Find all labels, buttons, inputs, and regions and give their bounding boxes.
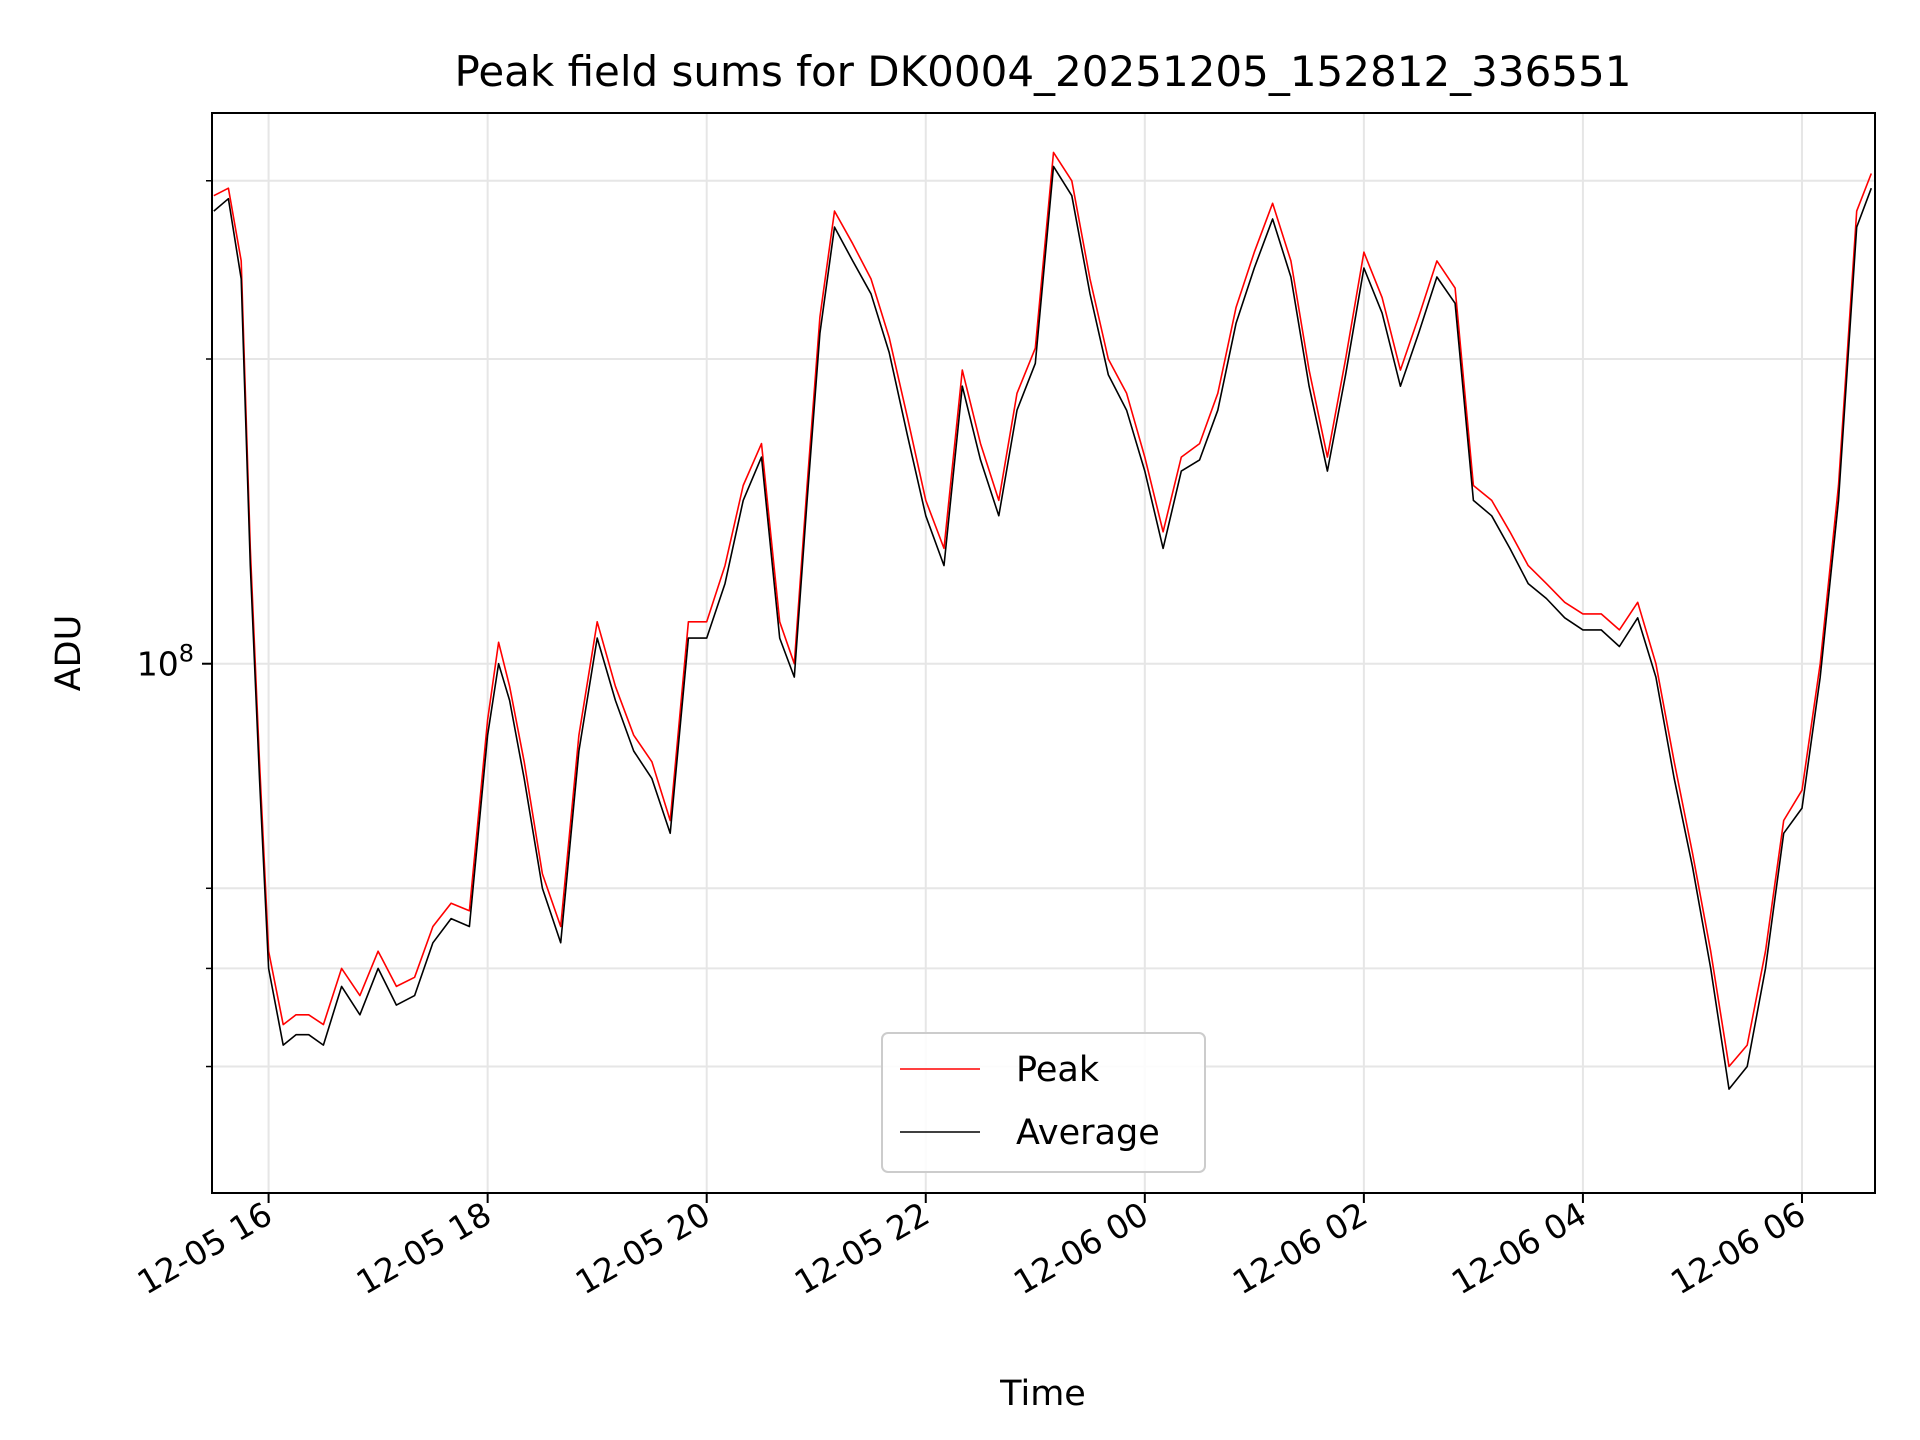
y-axis-label: ADU [49,615,89,692]
series-line-average [213,165,1873,1090]
legend-label-average: Average [1016,1113,1160,1153]
series-lines [213,151,1873,1090]
legend-box [881,1032,1206,1173]
legend-label-peak: Peak [1016,1050,1100,1090]
y-tick-label: 108 [137,640,194,684]
x-axis-label: Time [999,1374,1086,1414]
y-axis-ticks: 108 [137,180,212,1068]
legend: Peak Average [881,1032,1206,1173]
grid [212,113,1875,1193]
series-line-peak [213,151,1873,1068]
chart-title: Peak field sums for DK0004_20251205_1528… [454,47,1631,96]
plot-frame [211,112,1876,1194]
